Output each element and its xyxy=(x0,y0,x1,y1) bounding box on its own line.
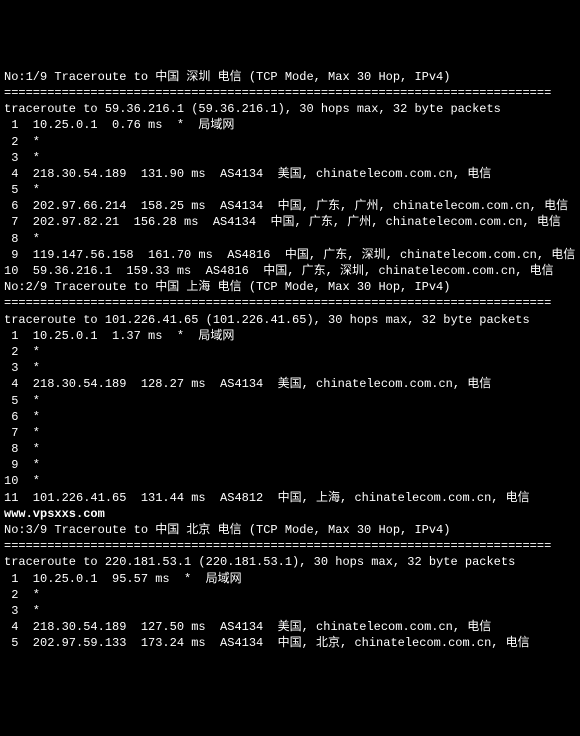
hop-line: 10 59.36.216.1 159.33 ms AS4816 中国, 广东, … xyxy=(4,263,576,279)
watermark: www.vpsxxs.com xyxy=(4,506,576,522)
terminal-output: No:1/9 Traceroute to 中国 深圳 电信 (TCP Mode,… xyxy=(4,69,576,652)
hop-line: 3 * xyxy=(4,360,576,376)
separator: ========================================… xyxy=(4,538,576,554)
hop-line: 4 218.30.54.189 128.27 ms AS4134 美国, chi… xyxy=(4,376,576,392)
separator: ========================================… xyxy=(4,295,576,311)
hop-line: 9 * xyxy=(4,457,576,473)
traceroute-header: No:1/9 Traceroute to 中国 深圳 电信 (TCP Mode,… xyxy=(4,69,576,85)
hop-line: 7 202.97.82.21 156.28 ms AS4134 中国, 广东, … xyxy=(4,214,576,230)
hop-line: 2 * xyxy=(4,344,576,360)
traceroute-summary: traceroute to 220.181.53.1 (220.181.53.1… xyxy=(4,554,576,570)
hop-line: 1 10.25.0.1 0.76 ms * 局域网 xyxy=(4,117,576,133)
hop-line: 3 * xyxy=(4,603,576,619)
hop-line: 4 218.30.54.189 127.50 ms AS4134 美国, chi… xyxy=(4,619,576,635)
traceroute-header: No:2/9 Traceroute to 中国 上海 电信 (TCP Mode,… xyxy=(4,279,576,295)
hop-line: 3 * xyxy=(4,150,576,166)
hop-line: 8 * xyxy=(4,231,576,247)
hop-line: 1 10.25.0.1 1.37 ms * 局域网 xyxy=(4,328,576,344)
hop-line: 2 * xyxy=(4,134,576,150)
hop-line: 5 202.97.59.133 173.24 ms AS4134 中国, 北京,… xyxy=(4,635,576,651)
hop-line: 9 119.147.56.158 161.70 ms AS4816 中国, 广东… xyxy=(4,247,576,263)
hop-line: 5 * xyxy=(4,393,576,409)
hop-line: 6 202.97.66.214 158.25 ms AS4134 中国, 广东,… xyxy=(4,198,576,214)
separator: ========================================… xyxy=(4,85,576,101)
hop-line: 8 * xyxy=(4,441,576,457)
traceroute-header: No:3/9 Traceroute to 中国 北京 电信 (TCP Mode,… xyxy=(4,522,576,538)
hop-line: 5 * xyxy=(4,182,576,198)
traceroute-summary: traceroute to 59.36.216.1 (59.36.216.1),… xyxy=(4,101,576,117)
hop-line: 11 101.226.41.65 131.44 ms AS4812 中国, 上海… xyxy=(4,490,576,506)
traceroute-summary: traceroute to 101.226.41.65 (101.226.41.… xyxy=(4,312,576,328)
hop-line: 2 * xyxy=(4,587,576,603)
hop-line: 1 10.25.0.1 95.57 ms * 局域网 xyxy=(4,571,576,587)
hop-line: 6 * xyxy=(4,409,576,425)
hop-line: 7 * xyxy=(4,425,576,441)
hop-line: 4 218.30.54.189 131.90 ms AS4134 美国, chi… xyxy=(4,166,576,182)
hop-line: 10 * xyxy=(4,473,576,489)
